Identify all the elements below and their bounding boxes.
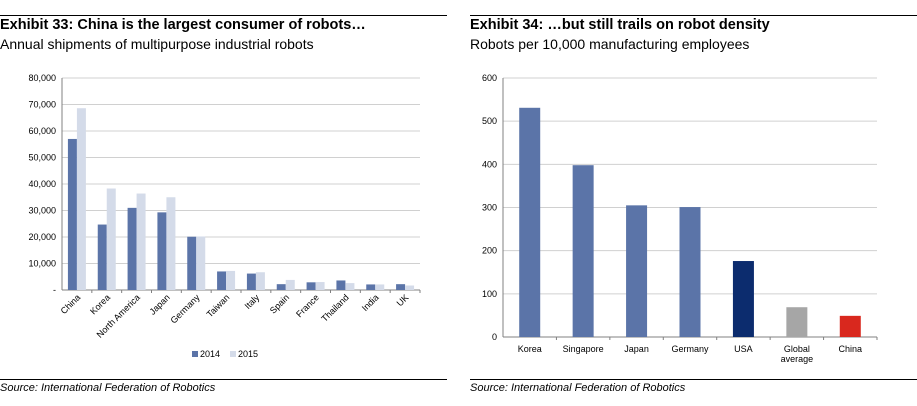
x-tick-label: Germany [671,344,709,354]
bottom-rule [470,379,917,380]
y-tick-label: 40,000 [28,179,56,189]
exhibit-34-source: Source: International Federation of Robo… [470,382,686,394]
y-tick-label: 60,000 [28,126,56,136]
bar-2014-japan [157,212,167,290]
y-tick-label: 400 [482,159,497,169]
bar-2014-france [306,282,316,290]
x-tick-label: Italy [243,292,262,311]
bottom-rule [0,379,447,380]
x-tick-label: Korea [88,292,112,316]
x-tick-label: Global [784,344,810,354]
density-bar-chart: 0 100 200 300 400 500 600 Korea Singapore Japan Ge… [482,73,878,364]
bar-2014-spain [276,284,286,290]
x-tick-label: Japan [624,344,649,354]
y-tick-label: 10,000 [28,259,56,269]
bar-germany [679,207,701,337]
bar-2015-italy [255,272,265,290]
x-tick-label: Taiwan [205,292,232,319]
bar-2014-india [366,284,376,290]
bar-usa [732,261,754,337]
top-rule [470,15,917,16]
bar-global-average [786,307,808,337]
bar-china [839,315,861,337]
y-tick-label: 0 [492,332,497,342]
x-tick-label: average [781,354,814,364]
bar-korea [519,107,541,337]
y-tick-label: 70,000 [28,100,56,110]
bar-2015-germany [196,236,206,290]
exhibit-34-title: Exhibit 34: …but still trails on robot d… [470,17,770,33]
x-tick-label: USA [734,344,753,354]
exhibit-33-source: Source: International Federation of Robo… [0,382,216,394]
x-tick-label: Spain [268,292,291,315]
x-tick-label: Singapore [563,344,604,354]
legend-swatch-2015 [230,351,236,357]
x-tick-label: Germany [168,292,202,326]
bar-2015-uk [405,285,415,290]
bar-2015-india [375,284,385,290]
y-tick-label: 80,000 [28,73,56,83]
bar-2015-thailand [345,283,355,290]
y-tick-label: 500 [482,116,497,126]
exhibit-34-subtitle: Robots per 10,000 manufacturing employee… [470,36,750,52]
shipments-bar-chart: - 10,000 20,000 30,000 40,000 50,000 60,000 70,… [28,73,421,359]
bar-2015-north-america [136,193,146,290]
bar-2014-north-america [127,207,137,290]
legend-label-2014: 2014 [200,349,220,359]
bar-2014-china [67,138,77,290]
y-tick-label: - [53,285,56,295]
bar-2014-uk [396,284,406,290]
exhibit-34-panel: Exhibit 34: …but still trails on robot d… [470,0,917,406]
bar-2014-taiwan [217,271,227,290]
bar-2015-korea [106,188,116,290]
top-rule [0,15,447,16]
y-tick-label: 50,000 [28,153,56,163]
x-tick-label: China [839,344,863,354]
bar-2014-germany [187,236,197,290]
bar-2015-japan [166,197,176,290]
bar-2014-italy [246,273,256,290]
x-tick-label: Japan [147,292,171,316]
bar-2015-china [76,108,86,291]
bar-2015-taiwan [226,270,236,290]
x-tick-label: France [294,292,321,319]
bar-singapore [572,165,594,337]
x-tick-label: China [59,292,83,316]
x-tick-label: India [360,292,381,313]
exhibit-33-title: Exhibit 33: China is the largest consume… [0,17,366,33]
x-tick-label: Korea [518,344,542,354]
bar-japan [626,205,648,337]
bar-2015-france [315,282,325,290]
y-tick-label: 100 [482,289,497,299]
y-tick-label: 600 [482,73,497,83]
y-tick-label: 20,000 [28,232,56,242]
bar-2014-korea [97,224,107,290]
y-tick-label: 30,000 [28,206,56,216]
x-tick-label: Thailand [319,292,350,323]
exhibit-33-panel: Exhibit 33: China is the largest consume… [0,0,447,406]
y-tick-label: 300 [482,203,497,213]
bar-2015-spain [285,279,295,290]
legend-swatch-2014 [192,351,198,357]
exhibit-33-subtitle: Annual shipments of multipurpose industr… [0,36,314,52]
x-tick-label: UK [395,292,411,308]
y-tick-label: 200 [482,246,497,256]
bar-2014-thailand [336,280,346,290]
legend-label-2015: 2015 [238,349,258,359]
